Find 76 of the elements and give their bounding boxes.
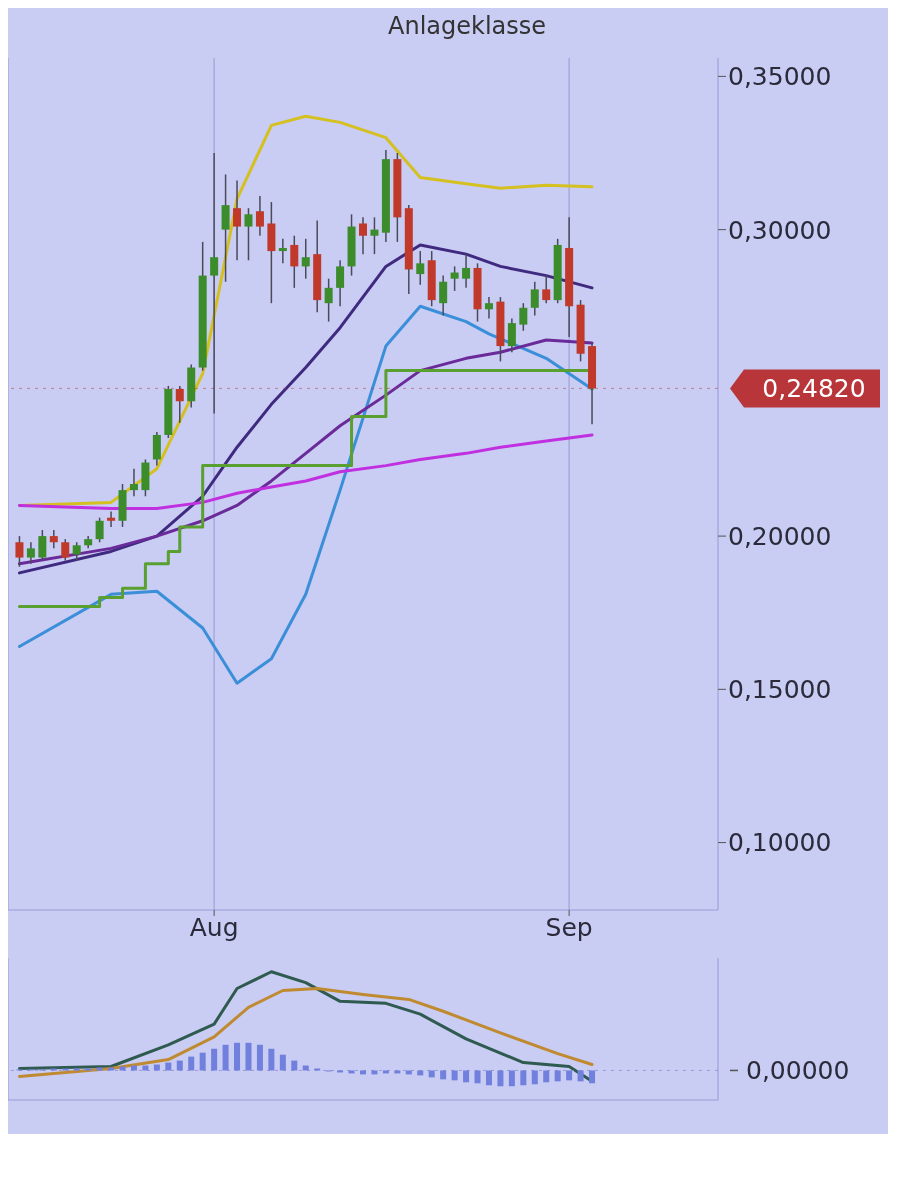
bar (245, 1042, 252, 1071)
candlestick (210, 152, 219, 415)
y-tick-label: 0,15000 (728, 675, 832, 705)
candlestick (244, 207, 253, 262)
y-tick-label: 0,10000 (728, 828, 832, 858)
ref-line-label: 0,00000 (746, 1056, 850, 1086)
candlestick (439, 274, 448, 317)
candlestick (519, 302, 528, 332)
candlestick (507, 317, 516, 353)
bar (577, 1070, 584, 1082)
text: Anlageklasse (388, 12, 547, 40)
bar (291, 1060, 298, 1071)
bar (485, 1070, 492, 1086)
bar (382, 1070, 389, 1074)
candlestick (278, 238, 287, 265)
bar (222, 1044, 229, 1071)
candlestick (530, 280, 539, 317)
bar (417, 1070, 424, 1076)
candlestick (290, 235, 299, 289)
bar (279, 1054, 286, 1071)
candlestick (416, 250, 425, 286)
bar (234, 1042, 241, 1071)
x-tick-label: Aug (189, 912, 239, 942)
bar (451, 1070, 458, 1081)
candlestick (255, 195, 264, 237)
bar (268, 1048, 275, 1071)
y-tick-label: 0,35000 (728, 62, 832, 92)
line-series (17, 338, 594, 566)
candlestick (129, 467, 138, 498)
candlestick (175, 385, 184, 424)
bar (543, 1070, 550, 1083)
candlestick (336, 259, 345, 307)
bar (440, 1070, 447, 1080)
candlestick (359, 216, 367, 255)
bar (520, 1070, 527, 1086)
bar (428, 1070, 435, 1078)
x-tick-label: Sep (545, 912, 593, 942)
candlestick (26, 541, 35, 565)
bar (566, 1070, 573, 1081)
candlestick (107, 510, 116, 528)
candlestick (38, 529, 47, 562)
bar (176, 1060, 183, 1071)
ref-line-label: 0,24820 (762, 374, 866, 404)
bar (211, 1048, 218, 1071)
bar (371, 1070, 378, 1075)
bar (188, 1056, 195, 1071)
bar (554, 1070, 561, 1082)
candlestick (450, 265, 459, 292)
bar (497, 1070, 504, 1087)
bar (360, 1070, 366, 1075)
bar (405, 1070, 412, 1075)
candlestick (484, 296, 493, 320)
candlestick (301, 238, 310, 280)
candlestick (49, 529, 58, 550)
bar (531, 1070, 538, 1085)
bar (474, 1070, 481, 1084)
candlestick (324, 277, 333, 323)
bar (589, 1070, 596, 1084)
bar (256, 1044, 263, 1071)
y-tick-label: 0,30000 (728, 215, 832, 245)
line-series (17, 304, 594, 685)
bar (463, 1070, 470, 1083)
bar (199, 1052, 206, 1071)
y-tick-label: 0,20000 (728, 521, 832, 551)
bar (394, 1070, 401, 1074)
bar (348, 1070, 355, 1074)
candlestick (61, 538, 70, 562)
candlestick (462, 253, 471, 289)
candlestick (72, 541, 81, 562)
candlestick (542, 274, 551, 304)
candlestick (95, 516, 104, 543)
candlestick (15, 535, 24, 568)
line-series (17, 433, 594, 511)
candlestick (233, 179, 242, 262)
bar (508, 1070, 515, 1087)
candlestick (370, 216, 379, 255)
